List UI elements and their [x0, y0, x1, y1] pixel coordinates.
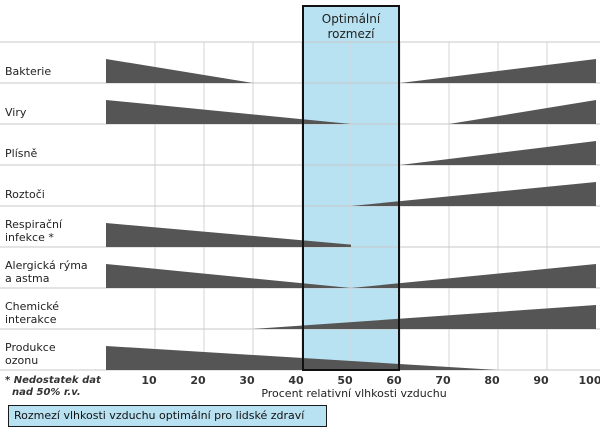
legend-optimal-range: Rozmezí vlhkosti vzduchu optimální pro l…	[8, 405, 327, 427]
category-label: Bakterie	[5, 65, 51, 78]
x-tick-label: 50	[337, 374, 353, 387]
x-tick-label: 30	[239, 374, 255, 387]
risk-wedge	[400, 59, 596, 83]
x-tick-label: 40	[288, 374, 304, 387]
category-label: Produkce	[5, 341, 56, 354]
risk-wedge	[106, 100, 351, 124]
risk-wedge	[106, 59, 253, 83]
category-label: interakce	[5, 313, 57, 326]
risk-wedge	[351, 264, 596, 288]
risk-wedge	[106, 264, 351, 288]
x-tick-label: 100	[579, 374, 600, 387]
category-label: Viry	[5, 106, 27, 119]
category-label: a astma	[5, 272, 49, 285]
risk-wedge	[106, 223, 351, 247]
optimal-band-label-line-1: Optimální	[322, 12, 381, 26]
risk-wedge	[351, 182, 596, 206]
footnote-line-1: * Nedostatek dat	[5, 375, 102, 386]
risk-wedge	[400, 141, 596, 165]
x-tick-label: 70	[435, 374, 451, 387]
optimal-band-label-line-2: rozmezí	[327, 27, 375, 41]
x-tick-label: 20	[190, 374, 206, 387]
series-marks	[106, 59, 596, 370]
category-label: Roztoči	[5, 188, 45, 201]
x-axis-title: Procent relativní vlhkosti vzduchu	[261, 387, 446, 400]
x-tick-label: 60	[386, 374, 402, 387]
x-tick-label: 10	[141, 374, 157, 387]
category-label: infekce *	[5, 231, 54, 244]
category-label: Plísně	[5, 147, 37, 160]
chart: Optimální rozmezí Bakterie Viry Plísně Rozt…	[0, 5, 600, 400]
risk-wedge	[449, 100, 596, 124]
category-labels: Bakterie Viry Plísně Roztoči Respiračníinfek…	[5, 65, 88, 367]
optimal-band-outline	[302, 5, 400, 371]
x-tick-labels: 10 20 30 40 50 60 70 80 90 100	[141, 374, 600, 387]
footnote-line-2: nad 50% r.v.	[12, 387, 81, 398]
x-tick-label: 80	[484, 374, 500, 387]
category-label: ozonu	[5, 354, 38, 367]
category-label: Chemické	[5, 300, 59, 313]
risk-wedge	[253, 305, 596, 329]
category-label: Alergická rýma	[5, 259, 88, 272]
category-label: Respirační	[5, 218, 63, 231]
x-tick-label: 90	[533, 374, 549, 387]
